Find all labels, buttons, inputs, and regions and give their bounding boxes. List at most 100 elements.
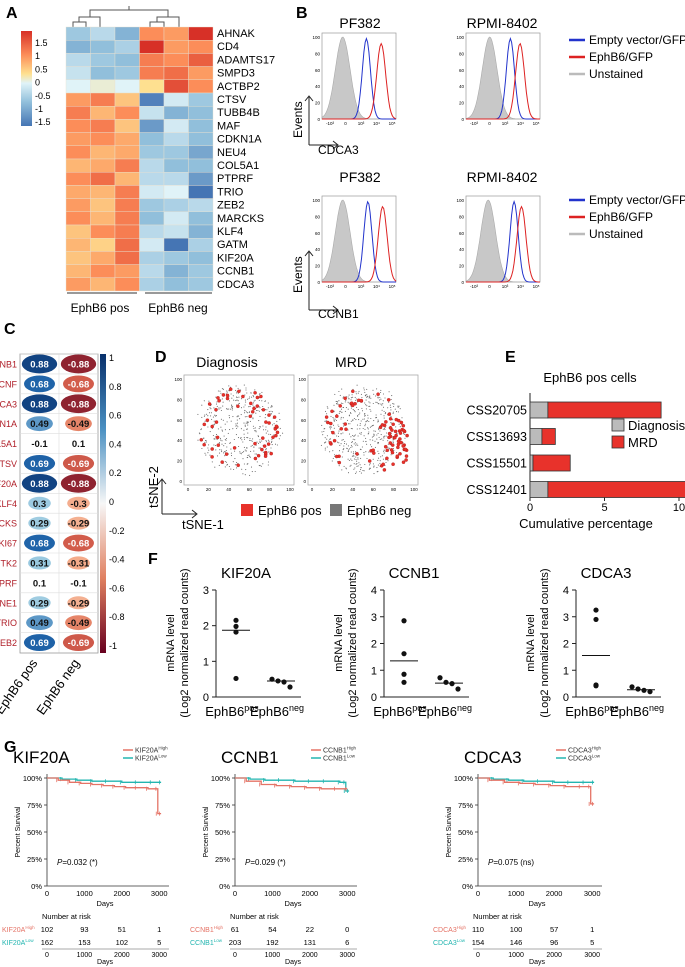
heatmap-cell	[188, 26, 214, 41]
heatmap-cell	[188, 40, 214, 54]
tsne-point-neg	[377, 432, 379, 434]
tsne-point-neg	[335, 419, 338, 421]
tsne-legend-pos-swatch	[241, 504, 253, 516]
corr-value: 0.49	[30, 419, 49, 430]
tsne-point-neg	[334, 393, 336, 395]
corr-ellipse	[28, 516, 51, 530]
flow-curve-ephb6	[322, 42, 397, 120]
tsne-point-neg	[366, 419, 368, 421]
tsne-point-neg	[357, 409, 359, 411]
tsne-point-neg	[254, 430, 256, 432]
tsne-point-neg	[361, 407, 363, 409]
heatmap-cell	[139, 66, 165, 80]
corr-cells: CCNB1 0.88 -0.88 CCNF 0.68 -0.68 CDCA3 0.88 -0.8…	[0, 353, 98, 653]
corr-value: 0.1	[72, 439, 86, 450]
survival-curve-low	[478, 777, 595, 783]
tsne-point-neg	[381, 404, 383, 406]
tsne-point-pos	[205, 418, 210, 422]
tsne-point-neg	[235, 400, 237, 402]
heatmap-cell	[90, 145, 116, 160]
tsne-point-neg	[342, 417, 344, 419]
tsne-point-neg	[213, 444, 215, 446]
risk-count: 93	[80, 925, 88, 934]
tsne-point-neg	[260, 465, 262, 467]
flow-xtick: 10⁴	[517, 121, 524, 126]
tsne-point-neg	[250, 445, 252, 447]
tsne-point-neg	[360, 420, 362, 422]
tsne-point-neg	[365, 408, 367, 410]
tsne-point-neg	[215, 415, 217, 417]
heatmap-cell	[90, 53, 116, 67]
tsne-point-neg	[258, 393, 260, 395]
tsne-ytick: 40	[301, 438, 307, 443]
flow-ytick: 40	[315, 84, 321, 89]
tsne-point-neg	[370, 417, 372, 420]
tsne-point-neg	[340, 408, 343, 410]
tsne-point-neg	[245, 450, 247, 452]
tsne-point-neg	[364, 402, 366, 404]
tsne-point-neg	[380, 413, 382, 415]
tsne-point-neg	[345, 468, 347, 470]
heatmap-cell	[188, 251, 214, 265]
risk-count: 0	[345, 925, 349, 934]
tsne-point-neg	[237, 400, 239, 402]
tsne-point-neg	[356, 406, 358, 408]
flow-ytick: 100	[456, 35, 464, 40]
risk-count: 1	[590, 925, 594, 934]
corr-ellipse	[67, 596, 90, 610]
tsne-point-neg	[364, 391, 366, 393]
tsne-point-neg	[385, 411, 387, 414]
tsne-point-pos	[272, 415, 277, 419]
tsne-point-pos	[335, 414, 339, 418]
heatmap-cell	[90, 277, 116, 292]
survival-curve-low	[235, 777, 350, 792]
tsne-point-neg	[324, 449, 326, 451]
tsne-point-neg	[245, 469, 247, 471]
tsne-point-neg	[383, 436, 385, 438]
tsne-point-pos	[250, 410, 255, 414]
tsne-point-neg	[207, 452, 209, 454]
tsne-point-pos	[324, 415, 329, 419]
tsne-ytick: 80	[177, 397, 183, 402]
tsne-point-neg	[394, 408, 396, 410]
heatmap-gene-label: CD4	[217, 41, 239, 53]
risk-count: 61	[231, 925, 239, 934]
tsne-point-neg	[330, 426, 332, 428]
tsne-point-neg	[366, 395, 368, 397]
heatmap-gene-label: COL5A1	[217, 160, 259, 172]
tsne-point-neg	[222, 419, 224, 421]
heatmap-colorbar-tick: -0.5	[35, 91, 51, 101]
risk-xtick: 1000	[265, 952, 281, 959]
corr-value: 0.29	[30, 519, 49, 530]
scatter-point-pos	[593, 616, 599, 623]
risk-count: 192	[266, 938, 279, 947]
tsne-point-neg	[238, 445, 240, 448]
scatter-point-pos	[593, 683, 599, 689]
tsne-point-neg	[354, 396, 356, 398]
flow-curve-ephb6	[466, 42, 540, 120]
tsne-point-neg	[369, 408, 371, 411]
tsne-point-pos	[367, 459, 372, 463]
tsne-point-neg	[387, 443, 389, 445]
tsne-point-neg	[382, 428, 384, 430]
heatmap-cell	[188, 171, 214, 186]
tsne-point-neg	[386, 432, 388, 434]
tsne-point-pos	[385, 456, 389, 461]
tsne-point-neg	[251, 471, 253, 473]
flow-ytick: 80	[315, 214, 321, 219]
tsne-point-neg	[333, 427, 335, 429]
heatmap-cell	[163, 264, 189, 279]
tsne-point-neg	[209, 431, 211, 433]
tsne-point-neg	[373, 466, 375, 468]
tsne-point-neg	[218, 408, 220, 410]
risk-row-label: CCNB1High	[190, 925, 223, 934]
tsne-point-pos	[387, 435, 391, 440]
tsne-point-neg	[259, 439, 261, 441]
tsne-point-neg	[329, 428, 331, 430]
risk-xtick: 3000	[339, 952, 355, 959]
tsne-point-neg	[393, 450, 395, 452]
bar-legend-diagnosis: Diagnosis	[628, 418, 685, 433]
tsne-point-neg	[383, 435, 386, 437]
tsne-point-pos	[391, 462, 395, 466]
tsne-point-neg	[197, 439, 199, 441]
